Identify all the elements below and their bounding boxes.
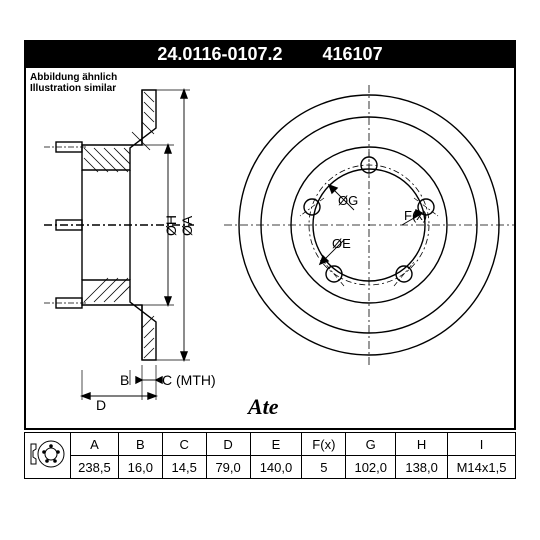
col-B: B (118, 433, 162, 456)
technical-drawing: ØA ØH B C (MTH) D (24, 40, 516, 430)
val-C: 14,5 (162, 456, 206, 479)
table-header-row: A B C D E F(x) G H I (25, 433, 516, 456)
val-I: M14x1,5 (448, 456, 516, 479)
label-OE: ØE (332, 236, 351, 251)
val-F: 5 (302, 456, 346, 479)
label-C: C (MTH) (162, 372, 216, 388)
col-H: H (396, 433, 448, 456)
col-G: G (346, 433, 396, 456)
table-value-row: 238,5 16,0 14,5 79,0 140,0 5 102,0 138,0… (25, 456, 516, 479)
label-OA: ØA (179, 215, 195, 236)
col-E: E (250, 433, 302, 456)
label-D: D (96, 397, 106, 413)
col-F: F(x) (302, 433, 346, 456)
label-OG: ØG (338, 193, 358, 208)
col-C: C (162, 433, 206, 456)
label-OH: ØH (163, 215, 179, 236)
val-A: 238,5 (70, 456, 118, 479)
col-A: A (70, 433, 118, 456)
val-E: 140,0 (250, 456, 302, 479)
col-D: D (206, 433, 250, 456)
disc-icon (27, 435, 67, 473)
label-Fx: F(x) (404, 208, 427, 223)
table-icon-cell (25, 433, 71, 479)
val-D: 79,0 (206, 456, 250, 479)
spec-table: A B C D E F(x) G H I 238,5 16,0 14,5 79,… (24, 432, 516, 479)
val-G: 102,0 (346, 456, 396, 479)
label-B: B (120, 372, 129, 388)
col-I: I (448, 433, 516, 456)
val-H: 138,0 (396, 456, 448, 479)
brand-logo: Ate (248, 394, 279, 420)
val-B: 16,0 (118, 456, 162, 479)
